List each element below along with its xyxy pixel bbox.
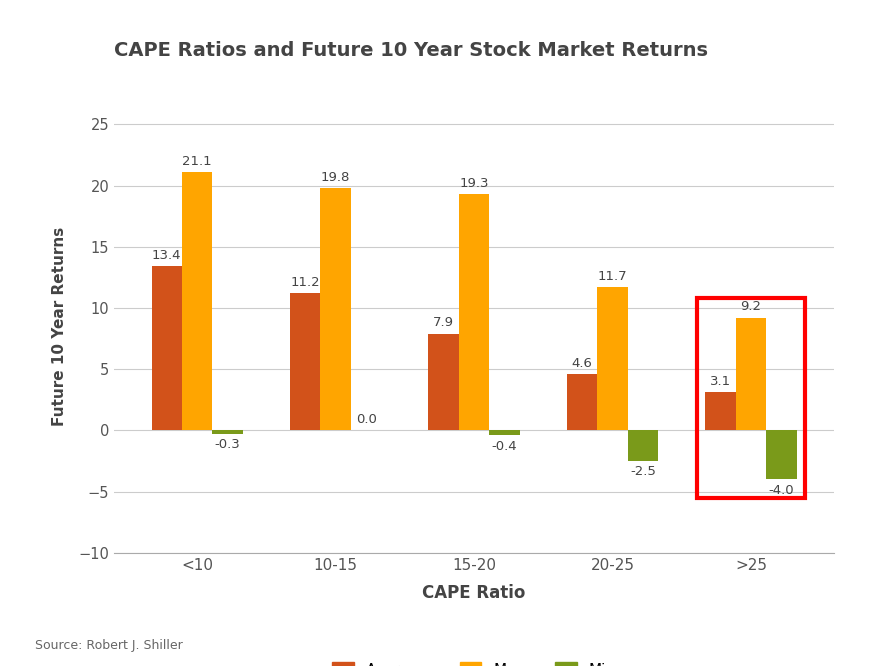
Text: -4.0: -4.0	[767, 484, 794, 497]
Bar	[320, 188, 351, 430]
Bar	[459, 194, 488, 430]
Text: 11.7: 11.7	[597, 270, 627, 283]
Text: 13.4: 13.4	[152, 249, 182, 262]
Text: 7.9: 7.9	[432, 316, 453, 330]
Bar	[735, 318, 766, 430]
Bar	[567, 374, 596, 430]
Text: 0.0: 0.0	[355, 413, 376, 426]
Bar	[627, 430, 658, 461]
Text: 11.2: 11.2	[290, 276, 319, 289]
Bar	[152, 266, 182, 430]
Bar	[212, 430, 243, 434]
Bar	[182, 172, 212, 430]
Bar	[289, 293, 320, 430]
Bar	[704, 392, 735, 430]
Bar	[488, 430, 519, 436]
Text: -2.5: -2.5	[630, 466, 655, 478]
Text: Source: Robert J. Shiller: Source: Robert J. Shiller	[35, 639, 182, 653]
Text: -0.3: -0.3	[215, 438, 240, 452]
Bar	[428, 334, 459, 430]
Text: CAPE Ratios and Future 10 Year Stock Market Returns: CAPE Ratios and Future 10 Year Stock Mar…	[114, 41, 708, 60]
Text: -0.4: -0.4	[491, 440, 517, 453]
Text: 3.1: 3.1	[709, 375, 731, 388]
Bar	[596, 287, 627, 430]
Text: 9.2: 9.2	[739, 300, 760, 314]
Text: 4.6: 4.6	[571, 357, 592, 370]
Y-axis label: Future 10 Year Returns: Future 10 Year Returns	[53, 226, 68, 426]
Text: 21.1: 21.1	[182, 155, 211, 168]
Bar	[766, 430, 795, 480]
Text: 19.3: 19.3	[459, 177, 488, 190]
Legend: Average, Max, Min: Average, Max, Min	[326, 655, 621, 666]
Text: 19.8: 19.8	[321, 170, 350, 184]
X-axis label: CAPE Ratio: CAPE Ratio	[422, 584, 525, 602]
